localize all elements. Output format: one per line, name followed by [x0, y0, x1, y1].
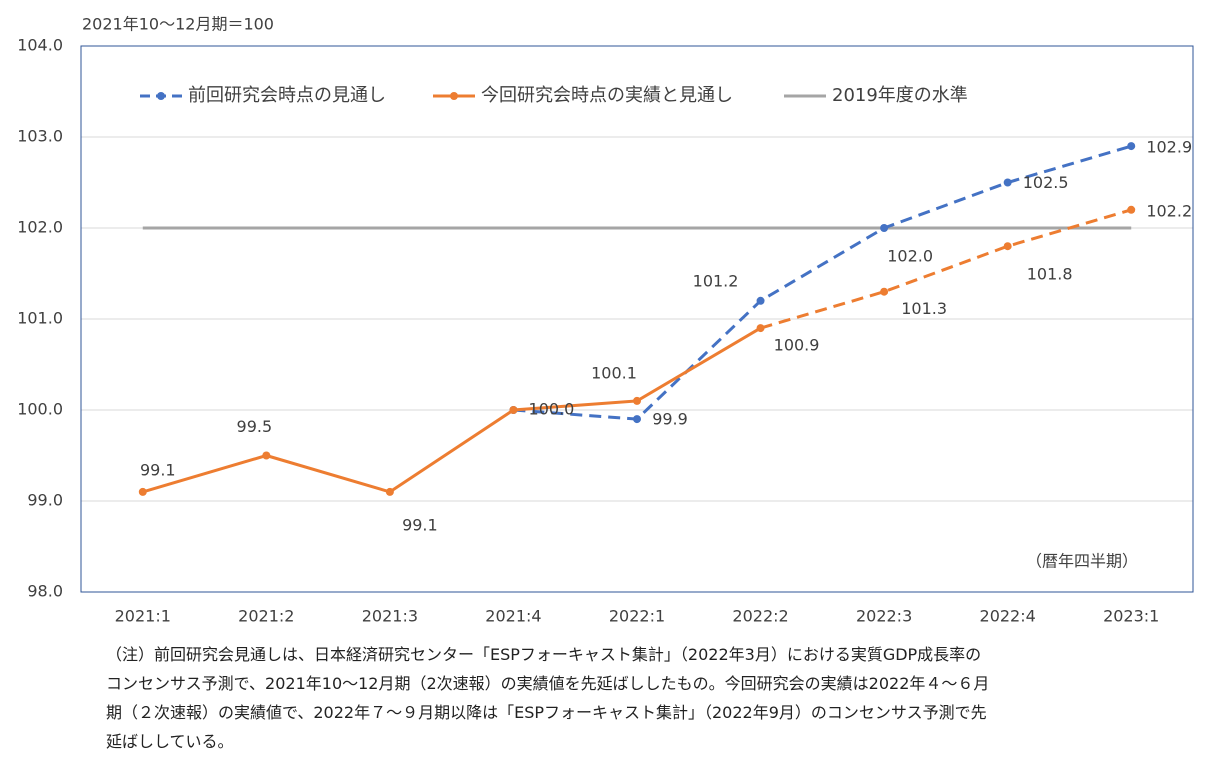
data-label: 102.5 [1023, 173, 1069, 192]
legend-marker [450, 92, 458, 100]
marker [880, 287, 889, 296]
x-tick-label: 2022:2 [732, 607, 788, 626]
y-tick-label: 103.0 [17, 127, 63, 146]
chart: 2021年10～12月期＝100 （暦年四半期） 98.0 99.0 100.0 10… [17, 15, 1194, 626]
note-line: （注）前回研究会見通しは、日本経済研究センター「ESPフォーキャスト集計」（20… [106, 645, 982, 664]
note-line: コンセンサス予測で、2021年10～12月期（2次速報）の実績値を先延ばししたも… [106, 674, 990, 693]
x-tick-label: 2021:2 [238, 607, 294, 626]
annotation: （暦年四半期） [1026, 552, 1138, 571]
data-label: 99.5 [237, 417, 273, 436]
line [513, 144, 1132, 421]
note-line: 期（２次速報）の実績値で、2022年７～９月期以降は「ESPフォーキャスト集計」… [106, 703, 987, 722]
line [760, 208, 1132, 330]
x-tick-label: 2022:3 [856, 607, 912, 626]
legend-label: 前回研究会時点の見通し [188, 85, 386, 106]
x-tick-label: 2022:1 [609, 607, 665, 626]
y-tick-label: 104.0 [17, 36, 63, 55]
data-label: 100.9 [774, 336, 820, 355]
line [142, 326, 762, 494]
data-label: 101.2 [693, 271, 739, 290]
note: （注）前回研究会見通しは、日本経済研究センター「ESPフォーキャスト集計」（20… [106, 640, 1166, 756]
marker [262, 451, 271, 460]
legend-label: 2019年度の水準 [832, 85, 968, 106]
x-tick-label: 2021:4 [485, 607, 541, 626]
y-tick-label: 99.0 [27, 491, 63, 510]
data-label: 102.0 [887, 247, 933, 266]
data-label: 99.1 [140, 460, 176, 479]
page: {"chart_data": {"type": "line", "y_label… [17, 14, 1194, 751]
marker [1003, 178, 1012, 187]
marker [385, 487, 394, 496]
data-label: 101.3 [901, 299, 947, 318]
marker [756, 296, 765, 305]
data-label: 100.0 [529, 400, 575, 419]
y-tick-label: 98.0 [27, 582, 63, 601]
legend-label: 今回研究会時点の実績と見通し [481, 85, 733, 106]
marker [1127, 205, 1136, 214]
marker [509, 406, 518, 414]
y-tick-label: 100.0 [17, 400, 63, 419]
marker [756, 324, 765, 333]
marker [1127, 142, 1136, 151]
legend-marker [157, 92, 165, 100]
data-label: 100.1 [591, 363, 637, 382]
marker [1003, 242, 1012, 251]
data-label: 101.8 [1027, 265, 1073, 284]
y-tick-label: 102.0 [17, 218, 63, 237]
plot-border [80, 45, 1194, 593]
marker [633, 396, 641, 405]
x-tick-label: 2021:3 [362, 607, 418, 626]
marker [633, 415, 641, 424]
data-label: 102.2 [1146, 201, 1192, 220]
data-label: 102.9 [1146, 138, 1192, 157]
data-label: 99.9 [652, 410, 688, 429]
x-tick-label: 2021:1 [115, 607, 171, 626]
marker [138, 487, 147, 496]
marker [880, 224, 889, 232]
x-tick-label: 2022:4 [980, 607, 1036, 626]
note-line: 延ばししている。 [106, 732, 234, 751]
y-tick-label: 101.0 [17, 309, 63, 328]
x-tick-label: 2023:1 [1103, 607, 1159, 626]
y-axis-label: 2021年10～12月期＝100 [82, 15, 274, 34]
data-label: 99.1 [402, 515, 438, 534]
